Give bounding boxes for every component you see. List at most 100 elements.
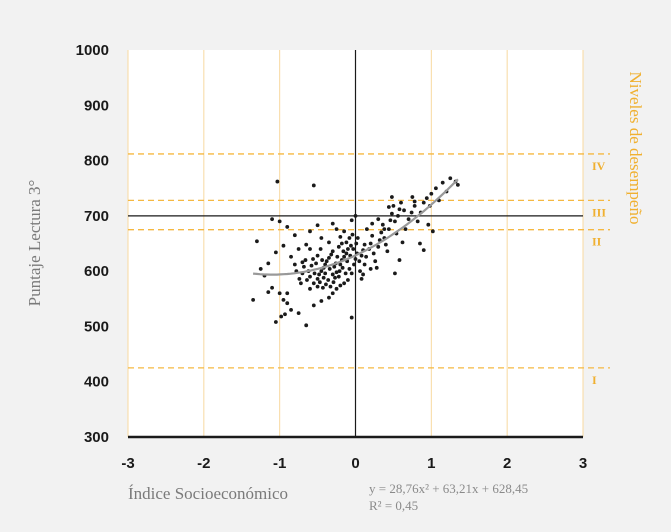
data-point [385, 249, 390, 254]
trendline [253, 178, 459, 276]
data-point [297, 276, 302, 281]
data-point [347, 267, 352, 271]
x-tick-label: -3 [121, 455, 134, 472]
data-point [344, 240, 349, 245]
data-point [285, 225, 290, 229]
x-tick-label: 2 [503, 455, 511, 472]
trend-equation: y = 28,76x² + 63,21x + 628,45 [369, 481, 528, 496]
data-point [333, 275, 337, 280]
data-point [361, 272, 365, 277]
data-point [315, 284, 320, 289]
data-point [350, 232, 355, 237]
data-point [373, 259, 378, 264]
data-point [320, 285, 325, 290]
data-point [338, 283, 343, 288]
data-point [275, 179, 280, 184]
data-point [332, 264, 337, 269]
data-point [315, 253, 320, 258]
x-tick-label: 1 [427, 455, 435, 472]
data-point [324, 282, 328, 287]
data-point [311, 303, 316, 308]
data-point [353, 213, 358, 218]
x-tick-label: 0 [351, 455, 359, 472]
data-point [318, 247, 323, 251]
data-point [285, 301, 290, 306]
data-point [412, 204, 417, 208]
data-point [334, 286, 339, 291]
data-point [376, 217, 381, 222]
data-point [391, 204, 396, 208]
data-point [357, 259, 362, 264]
data-point [270, 285, 274, 290]
scatter-points [251, 176, 460, 328]
data-point [368, 241, 373, 246]
data-point [349, 243, 353, 248]
data-point [344, 251, 349, 256]
data-point [289, 254, 293, 259]
data-point [359, 253, 364, 258]
data-point [386, 227, 391, 232]
data-point [355, 236, 360, 240]
data-point [342, 281, 347, 286]
data-point [304, 242, 309, 247]
data-point [330, 272, 335, 277]
data-point [412, 199, 417, 204]
data-point [393, 219, 397, 224]
r-squared: R² = 0,45 [369, 498, 418, 513]
data-point [347, 236, 352, 240]
data-point [433, 186, 438, 191]
data-point [289, 307, 293, 312]
data-point [327, 267, 332, 271]
data-point [281, 297, 286, 302]
data-point [315, 223, 320, 228]
data-point [400, 240, 405, 245]
data-point [342, 254, 347, 259]
data-point [406, 217, 411, 222]
data-point [374, 265, 379, 270]
data-point [379, 230, 384, 235]
data-point [364, 254, 369, 259]
data-point [321, 275, 326, 280]
tick-labels: 300 400 500 600 700 800 900 1000 -3 -2 -1 0 1 2 3 [76, 42, 588, 472]
data-point [308, 286, 312, 291]
data-point [353, 257, 358, 261]
data-point [309, 263, 314, 268]
data-point [315, 276, 320, 281]
data-point [346, 278, 350, 282]
level-label: II [592, 235, 602, 249]
data-point [320, 258, 325, 262]
data-point [337, 269, 342, 274]
data-point [390, 195, 394, 199]
data-point [346, 247, 350, 251]
data-point [331, 280, 336, 285]
data-point [448, 176, 453, 181]
x-tick-label: 3 [579, 455, 587, 472]
data-point [352, 262, 356, 267]
data-point [410, 195, 415, 199]
data-point [376, 244, 381, 249]
right-axis-title: Niveles de desempeño [626, 72, 645, 225]
data-point [314, 261, 318, 266]
data-point [327, 295, 331, 300]
data-point [319, 299, 324, 303]
data-point [393, 271, 397, 276]
data-point [349, 271, 354, 276]
data-point [319, 236, 324, 240]
data-point [430, 229, 435, 234]
data-point [277, 291, 282, 296]
data-point [418, 241, 422, 246]
data-point [273, 320, 278, 324]
data-point [311, 257, 315, 261]
data-point [370, 221, 375, 226]
data-point [421, 248, 426, 253]
data-point [388, 218, 393, 223]
data-point [371, 251, 376, 256]
data-point [390, 211, 394, 216]
data-point [277, 219, 282, 224]
data-point [415, 219, 420, 224]
data-point [341, 249, 346, 254]
y-tick-label: 800 [84, 153, 109, 170]
data-point [296, 247, 301, 251]
